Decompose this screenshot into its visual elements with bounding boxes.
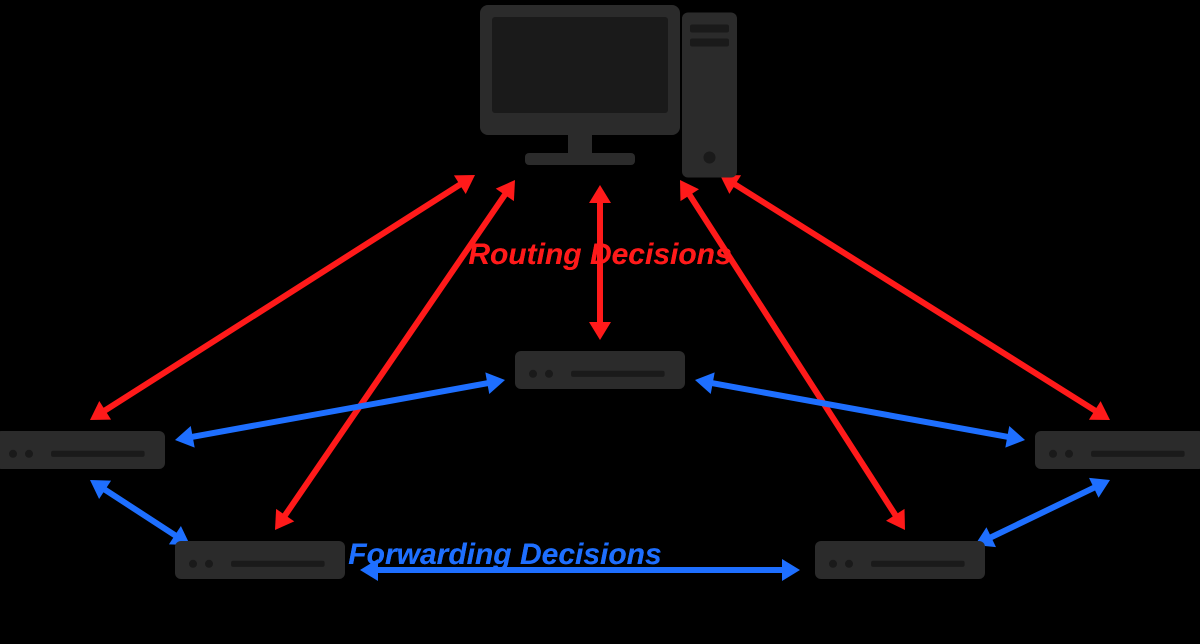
switch-icon bbox=[515, 351, 685, 389]
switch-icon bbox=[1035, 431, 1200, 469]
switch-icon bbox=[0, 431, 165, 469]
forwarding-label: Forwarding Decisions bbox=[348, 538, 661, 572]
switch-icon bbox=[815, 541, 985, 579]
routing-label: Routing Decisions bbox=[468, 238, 731, 272]
switch-icon bbox=[175, 541, 345, 579]
computer-icon bbox=[480, 5, 737, 178]
diagram-stage: { "canvas": { "width": 1200, "height": 6… bbox=[0, 0, 1200, 644]
